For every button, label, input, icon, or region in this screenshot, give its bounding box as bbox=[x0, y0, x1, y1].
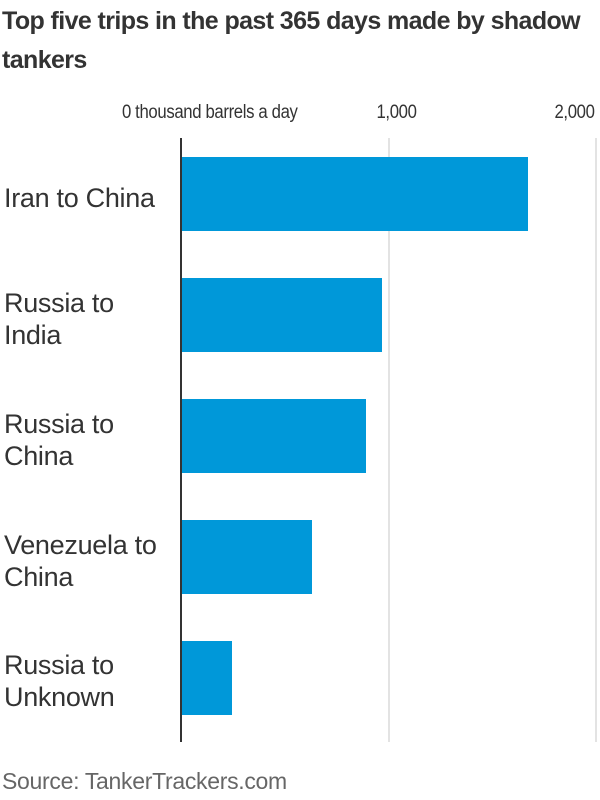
category-label-venezuela-china: Venezuela to China bbox=[4, 529, 176, 593]
bar-venezuela-china bbox=[182, 520, 312, 594]
chart-title: Top five trips in the past 365 days made… bbox=[2, 7, 581, 74]
category-label-russia-unknown: Russia to Unknown bbox=[4, 649, 176, 713]
category-label-line2: China bbox=[4, 562, 74, 592]
category-label-line1: Russia to bbox=[4, 650, 114, 680]
y-axis-line bbox=[180, 138, 182, 742]
bar-iran-china bbox=[182, 157, 528, 231]
gridline-2000 bbox=[595, 138, 597, 742]
bar-russia-china bbox=[182, 399, 366, 473]
category-label-line1: Iran to China bbox=[4, 183, 155, 213]
category-label-russia-china: Russia to China bbox=[4, 408, 176, 472]
category-label-line2: India bbox=[4, 320, 62, 350]
category-label-russia-india: Russia to India bbox=[4, 287, 176, 351]
category-label-line2: Unknown bbox=[4, 682, 115, 712]
bar-russia-unknown bbox=[182, 641, 232, 715]
x-tick-label-1000: 1,000 bbox=[376, 102, 417, 123]
source-note: Source: TankerTrackers.com bbox=[2, 768, 287, 794]
bar-russia-india bbox=[182, 278, 382, 352]
x-tick-label-2000: 2,000 bbox=[554, 102, 595, 123]
category-label-line1: Russia to bbox=[4, 288, 114, 318]
gridline-1000 bbox=[388, 138, 390, 742]
category-label-line1: Russia to bbox=[4, 409, 114, 439]
category-label-line1: Venezuela to bbox=[4, 530, 157, 560]
x-tick-label-0: 0 thousand barrels a day bbox=[122, 102, 298, 123]
category-label-line2: China bbox=[4, 441, 74, 471]
category-label-iran-china: Iran to China bbox=[4, 182, 176, 214]
